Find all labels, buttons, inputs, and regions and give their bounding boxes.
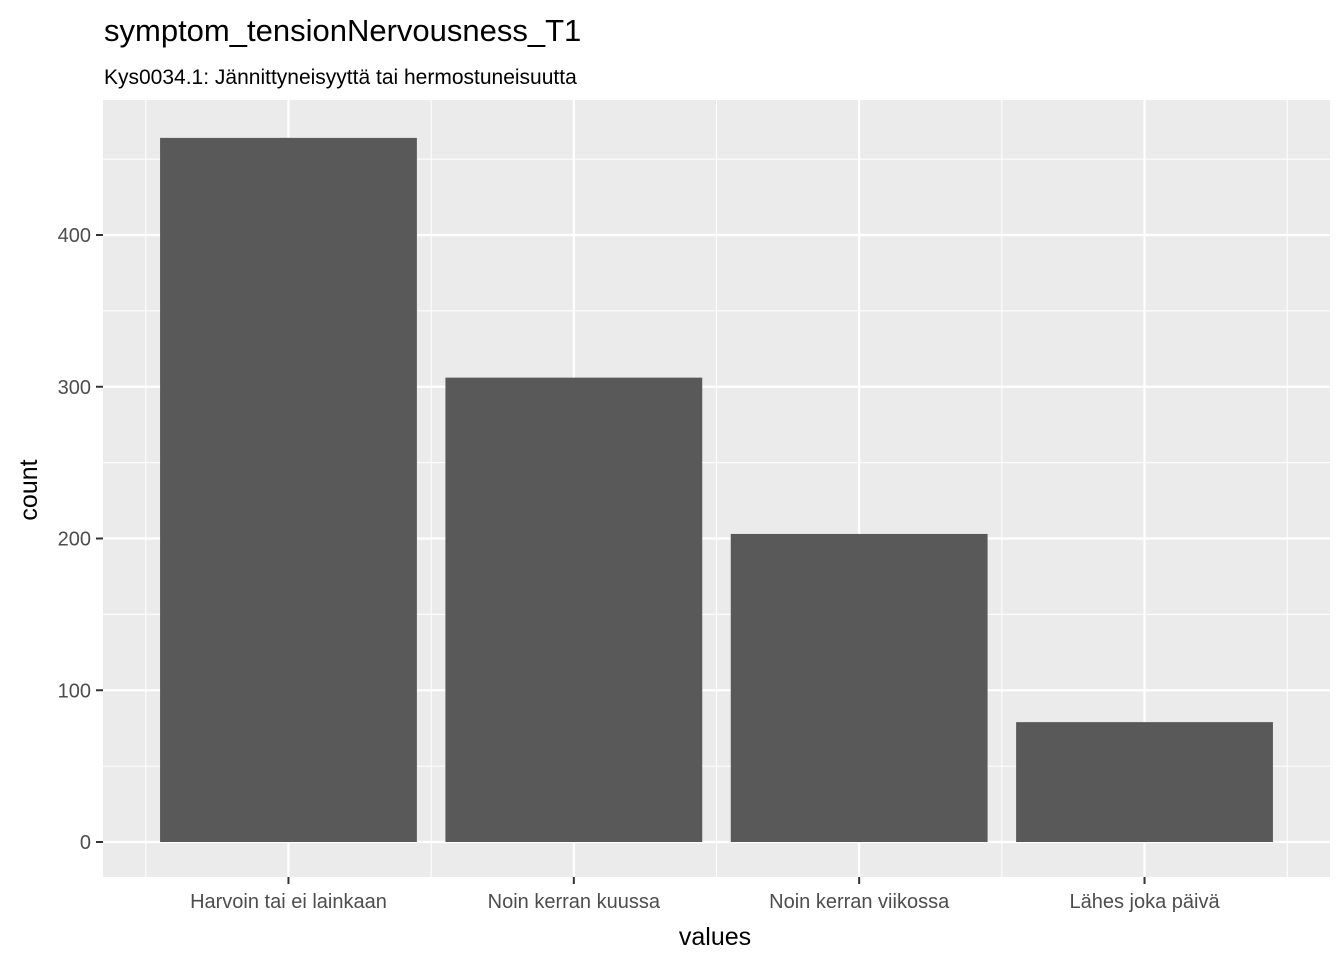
bar: [160, 137, 417, 842]
x-tick-label: Noin kerran viikossa: [769, 891, 950, 913]
bar: [1016, 722, 1273, 842]
y-tick-label: 300: [58, 377, 91, 399]
y-axis-title: count: [15, 459, 43, 520]
y-tick-label: 400: [58, 225, 91, 247]
y-axis: 0 100 200 300 400: [58, 225, 103, 854]
chart-subtitle: Kys0034.1: Jännittyneisyyttä tai hermost…: [104, 66, 577, 89]
x-tick-label: Harvoin tai ei lainkaan: [190, 891, 387, 913]
bar: [730, 533, 988, 842]
chart-title: symptom_tensionNervousness_T1: [104, 13, 581, 48]
x-tick-label: Noin kerran kuussa: [488, 891, 661, 913]
bars: [160, 137, 1273, 842]
y-tick-label: 200: [58, 529, 91, 551]
y-tick-label: 0: [80, 832, 91, 854]
y-tick-label: 100: [58, 680, 91, 702]
bar: [445, 377, 703, 842]
x-axis: Harvoin tai ei lainkaan Noin kerran kuuss…: [190, 877, 1220, 913]
x-axis-title: values: [679, 923, 751, 951]
x-tick-label: Lähes joka päivä: [1069, 891, 1220, 913]
